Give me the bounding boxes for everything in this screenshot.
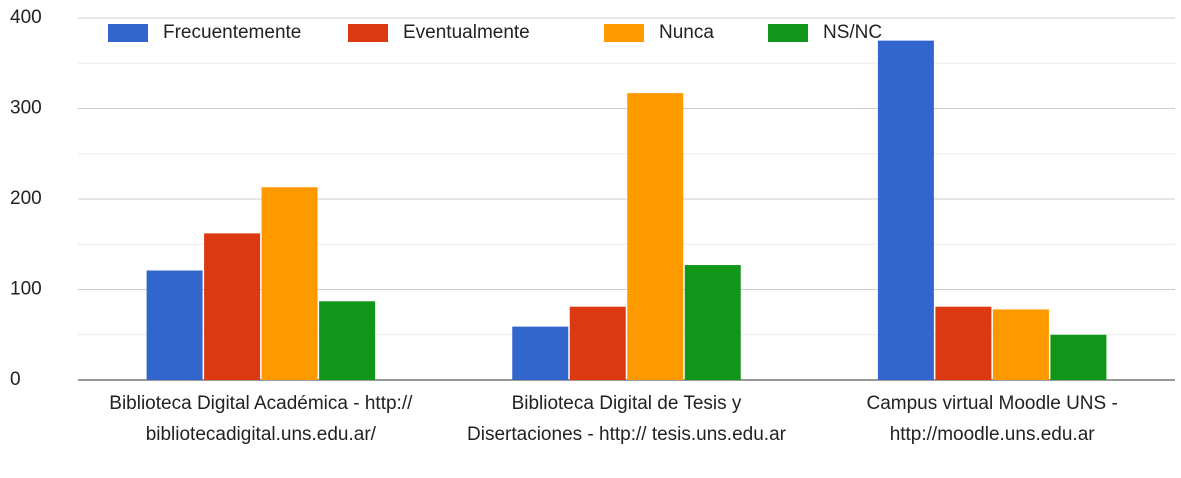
legend-swatch — [348, 24, 388, 42]
bar — [684, 265, 741, 380]
bar — [261, 187, 318, 380]
y-tick-label: 400 — [10, 7, 42, 28]
bar — [627, 93, 684, 381]
y-tick-label: 300 — [10, 98, 42, 119]
bar — [1050, 334, 1107, 380]
legend-swatch — [108, 24, 148, 42]
legend-label: Nunca — [659, 22, 714, 43]
legend-label: Eventualmente — [403, 22, 530, 43]
legend-label: Frecuentemente — [163, 22, 301, 43]
x-tick-label: Biblioteca Digital de Tesis y Disertacio… — [467, 393, 786, 445]
legend-swatch — [604, 24, 644, 42]
bar — [512, 326, 569, 380]
legend-swatch — [768, 24, 808, 42]
bar — [204, 233, 261, 380]
legend-label: NS/NC — [823, 22, 882, 43]
y-tick-label: 100 — [10, 279, 42, 300]
bar — [569, 306, 626, 380]
bar — [992, 309, 1049, 380]
bar — [146, 270, 203, 380]
x-tick-label: Biblioteca Digital Académica - http:// b… — [109, 393, 413, 445]
y-tick-label: 200 — [10, 188, 42, 209]
bar — [935, 306, 992, 380]
x-tick-label: Campus virtual Moodle UNS - http://moodl… — [866, 393, 1118, 445]
y-tick-label: 0 — [10, 369, 21, 390]
bar — [319, 301, 376, 380]
bar — [877, 40, 934, 380]
